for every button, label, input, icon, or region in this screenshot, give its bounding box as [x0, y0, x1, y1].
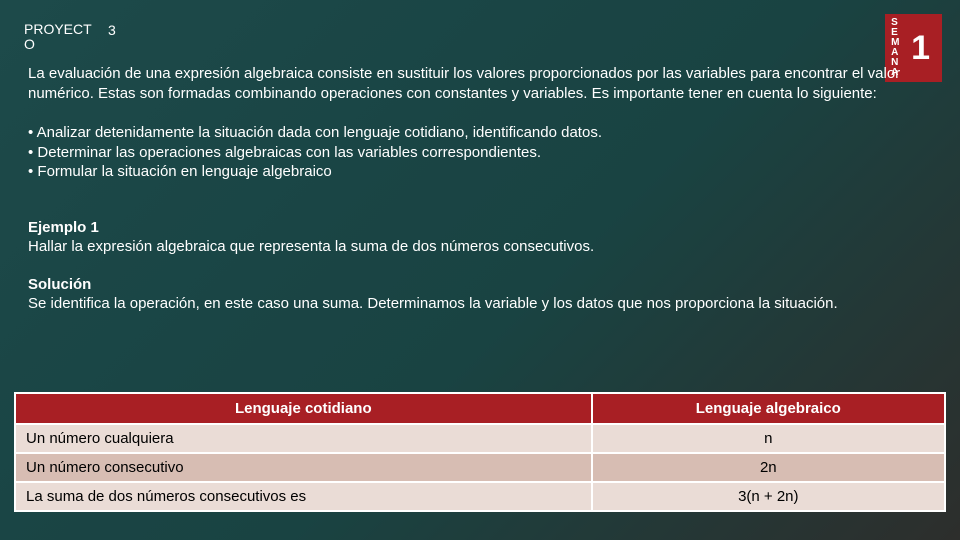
proyecto-word: PROYECT O — [24, 22, 94, 53]
bullet-item: • Determinar las operaciones algebraicas… — [28, 143, 908, 163]
intro-paragraph: La evaluación de una expresión algebraic… — [28, 64, 908, 103]
header-row: PROYECT O 3 — [24, 22, 942, 53]
example-text: Hallar la expresión algebraica que repre… — [28, 237, 908, 257]
proyecto-label: PROYECT O 3 — [24, 22, 116, 53]
bullet-item: • Analizar detenidamente la situación da… — [28, 123, 908, 143]
solution-title: Solución — [28, 275, 908, 295]
table-row: Un número cualquiera n — [15, 424, 945, 453]
table-row: Un número consecutivo 2n — [15, 453, 945, 482]
table-cell-right: 3(n + 2n) — [592, 482, 945, 511]
table-row: La suma de dos números consecutivos es 3… — [15, 482, 945, 511]
table-cell-left: Un número cualquiera — [15, 424, 592, 453]
table-cell-right: 2n — [592, 453, 945, 482]
bullet-list: • Analizar detenidamente la situación da… — [28, 123, 908, 182]
table-wrap: Lenguaje cotidiano Lenguaje algebraico U… — [14, 392, 946, 512]
language-table: Lenguaje cotidiano Lenguaje algebraico U… — [14, 392, 946, 512]
solution-block: Solución Se identifica la operación, en … — [28, 275, 908, 314]
example-block: Ejemplo 1 Hallar la expresión algebraica… — [28, 218, 908, 257]
solution-text: Se identifica la operación, en este caso… — [28, 294, 908, 314]
bullet-item: • Formular la situación en lenguaje alge… — [28, 162, 908, 182]
table-cell-left: Un número consecutivo — [15, 453, 592, 482]
table-header-left: Lenguaje cotidiano — [15, 393, 592, 424]
content: La evaluación de una expresión algebraic… — [28, 64, 908, 314]
example-title: Ejemplo 1 — [28, 218, 908, 238]
table-header-right: Lenguaje algebraico — [592, 393, 945, 424]
table-cell-left: La suma de dos números consecutivos es — [15, 482, 592, 511]
slide: PROYECT O 3 S E M A N A 1 La evaluación … — [0, 0, 960, 540]
proyecto-number: 3 — [108, 22, 116, 38]
table-cell-right: n — [592, 424, 945, 453]
proyecto-line1: PROYECT — [24, 21, 92, 37]
proyecto-line2: O — [24, 36, 35, 52]
table-header-row: Lenguaje cotidiano Lenguaje algebraico — [15, 393, 945, 424]
